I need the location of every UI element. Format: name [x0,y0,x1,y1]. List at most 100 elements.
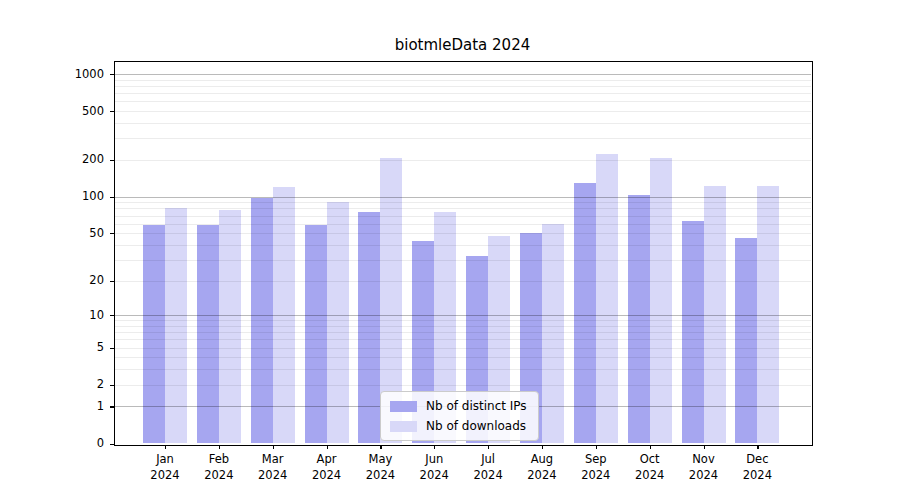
bar-aug-downloads [542,224,564,444]
gridline-minor [114,224,811,225]
x-tick-year: 2024 [620,467,680,483]
bar-jan-distinct-ips [143,225,165,443]
x-tick-month: Aug [512,451,572,467]
x-tick-year: 2024 [566,467,626,483]
legend: Nb of distinct IPs Nb of downloads [380,391,539,441]
x-tick-year: 2024 [350,467,410,483]
gridline-minor [114,80,811,81]
y-tick-label: 10 [44,308,104,322]
x-tick-year: 2024 [458,467,518,483]
legend-swatch-downloads-icon [390,421,417,432]
x-tick-year: 2024 [189,467,249,483]
x-tick-month: May [350,451,410,467]
x-tick [488,445,489,449]
x-tick-label-mar: Mar2024 [243,451,303,483]
x-tick-month: Feb [189,451,249,467]
bar-apr-distinct-ips [305,225,327,444]
gridline-major [114,197,811,198]
x-tick [650,445,651,449]
gridline-minor [114,160,811,161]
bar-sep-distinct-ips [574,183,596,444]
gridline-minor [114,208,811,209]
x-tick-label-apr: Apr2024 [297,451,357,483]
x-tick-label-feb: Feb2024 [189,451,249,483]
x-tick-label-jan: Jan2024 [135,451,195,483]
x-tick-month: Jan [135,451,195,467]
x-tick [380,445,381,449]
x-tick [327,445,328,449]
gridline-minor [114,348,811,349]
gridline-minor [114,202,811,203]
x-tick-month: Nov [674,451,734,467]
chart-title: biotmleData 2024 [114,36,811,54]
x-tick-label-jul: Jul2024 [458,451,518,483]
gridline-minor [114,111,811,112]
x-tick-month: Jul [458,451,518,467]
x-tick [542,445,543,449]
y-tick-label: 100 [44,189,104,203]
x-tick-year: 2024 [404,467,464,483]
x-tick-year: 2024 [674,467,734,483]
gridline-minor [114,339,811,340]
x-tick-label-nov: Nov2024 [674,451,734,483]
x-tick [704,445,705,449]
x-tick-year: 2024 [243,467,303,483]
gridline-major [114,74,811,75]
x-tick-year: 2024 [297,467,357,483]
x-tick-year: 2024 [727,467,787,483]
x-tick-month: Dec [727,451,787,467]
bar-dec-distinct-ips [735,238,757,444]
y-tick-label: 200 [44,152,104,166]
y-tick-label: 50 [44,226,104,240]
x-tick-month: Sep [566,451,626,467]
gridline-minor [114,332,811,333]
bar-feb-distinct-ips [197,225,219,443]
gridline-minor [114,138,811,139]
legend-item-downloads: Nb of downloads [390,419,527,433]
y-tick-label: 500 [44,104,104,118]
gridline-minor [114,93,811,94]
x-tick [219,445,220,449]
gridline-minor [114,385,811,386]
bar-oct-downloads [650,158,672,443]
y-tick-label: 20 [44,273,104,287]
y-tick-label: 0 [44,436,104,450]
gridline-minor [114,369,811,370]
x-tick-month: Oct [620,451,680,467]
gridline-minor [114,245,811,246]
x-tick-month: Jun [404,451,464,467]
figure: biotmleData 2024 01251020501002005001000… [0,0,900,500]
x-tick [273,445,274,449]
x-tick [434,445,435,449]
y-tick-label: 1000 [44,67,104,81]
bar-may-distinct-ips [358,212,380,444]
x-tick [165,445,166,449]
gridline-minor [114,216,811,217]
x-tick [757,445,758,449]
gridline-minor [114,320,811,321]
gridline-minor [114,281,811,282]
gridline-minor [114,86,811,87]
gridline-minor [114,123,811,124]
gridline-minor [114,233,811,234]
legend-item-distinct-ips: Nb of distinct IPs [390,399,527,413]
y-tick-label: 1 [44,399,104,413]
y-tick-label: 2 [44,377,104,391]
x-tick-label-dec: Dec2024 [727,451,787,483]
x-tick-label-sep: Sep2024 [566,451,626,483]
gridline-minor [114,101,811,102]
x-tick [596,445,597,449]
legend-label-downloads: Nb of downloads [426,419,526,433]
x-tick-year: 2024 [135,467,195,483]
x-tick-month: Mar [243,451,303,467]
gridline-minor [114,357,811,358]
gridline-minor [114,260,811,261]
x-tick-label-aug: Aug2024 [512,451,572,483]
y-tick [110,444,114,445]
gridline-major [114,315,811,316]
legend-swatch-distinct-ips-icon [390,401,417,412]
x-tick-label-oct: Oct2024 [620,451,680,483]
x-tick-year: 2024 [512,467,572,483]
gridline-minor [114,326,811,327]
x-tick-label-jun: Jun2024 [404,451,464,483]
